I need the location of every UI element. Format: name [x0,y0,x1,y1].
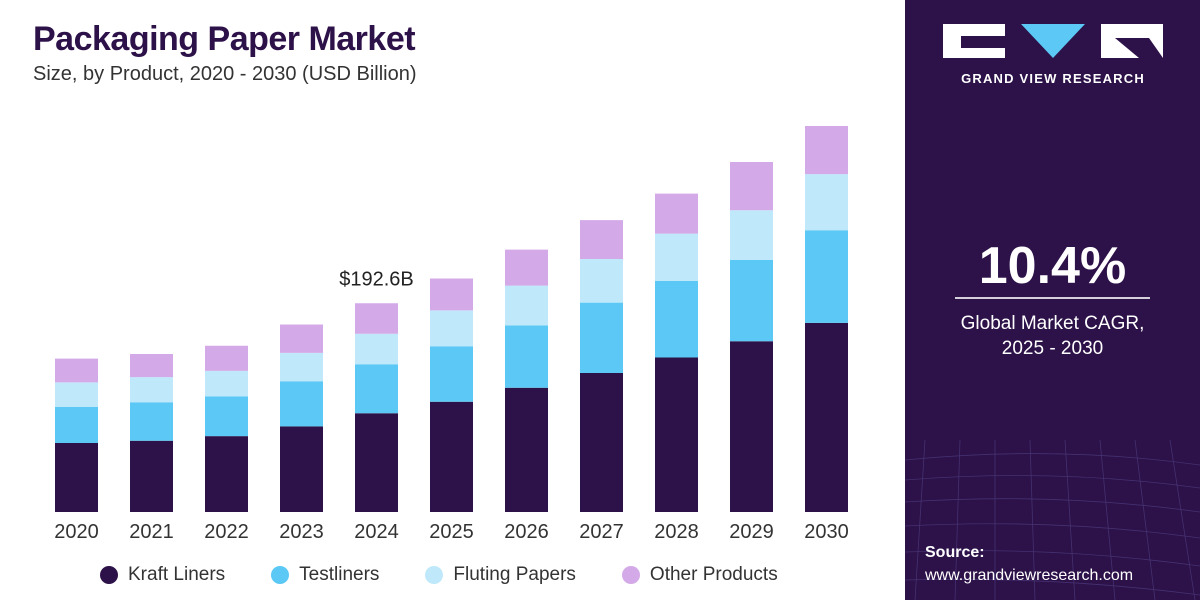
bar-2026-other-products [505,249,548,286]
chart-panel: Packaging Paper Market Size, by Product,… [33,20,849,588]
bar-2022-testliners [205,396,248,437]
brand-name: GRAND VIEW RESEARCH [961,71,1145,86]
bar-2020-testliners [55,407,98,443]
bar-2020-kraft-liners [55,443,98,512]
bar-2027-other-products [580,220,623,259]
bar-2030-kraft-liners [805,322,848,512]
bar-2030-other-products [805,126,848,175]
bar-2024-kraft-liners [355,413,398,512]
bar-2024-fluting-papers [355,333,398,365]
legend-label-testliners: Testliners [299,564,380,585]
bar-2023-testliners [280,381,323,427]
legend-swatch-fluting-papers [425,566,444,584]
x-tick-label-2022: 2022 [204,521,249,543]
source-label: Source: [925,544,985,561]
divider [955,297,1150,299]
bar-2026-testliners [505,325,548,388]
info-panel: GRAND VIEW RESEARCH 10.4% Global Market … [905,0,1200,600]
bar-2023-kraft-liners [280,426,323,512]
bar-2025-kraft-liners [430,401,473,512]
bar-2022-other-products [205,345,248,371]
bar-2029-testliners [730,260,773,342]
bar-2030-testliners [805,230,848,323]
legend-item-kraft-liners: Kraft Liners [100,564,225,586]
legend-swatch-kraft-liners [100,566,118,584]
bar-2024-testliners [355,364,398,414]
legend-item-other-products: Other Products [621,564,778,586]
bar-2029-other-products [730,162,773,211]
bar-2028-testliners [655,281,698,358]
cagr-value: 10.4% [978,237,1127,295]
bar-2028-other-products [655,193,698,234]
chart-title: Packaging Paper Market [33,20,416,58]
stacked-bar-chart: 2020 2021 2022 2023 2024 $192.6B 2025 2026 2027 2… [54,126,849,543]
bar-2025-other-products [430,278,473,311]
x-tick-label-2023: 2023 [279,521,324,543]
legend-swatch-testliners [271,566,290,584]
x-tick-label-2026: 2026 [504,521,549,543]
bar-2029-kraft-liners [730,341,773,512]
legend-label-fluting-papers: Fluting Papers [453,564,576,585]
legend-label-kraft-liners: Kraft Liners [128,564,226,585]
bar-2027-testliners [580,302,623,373]
bar-2025-testliners [430,346,473,402]
chart-subtitle: Size, by Product, 2020 - 2030 (USD Billi… [33,63,417,85]
bar-2026-kraft-liners [505,387,548,512]
bar-2021-testliners [130,402,173,441]
bar-2025-fluting-papers [430,310,473,347]
bar-2023-fluting-papers [280,352,323,382]
brand-logo [943,24,1163,58]
x-tick-label-2020: 2020 [54,521,99,543]
source-link[interactable]: www.grandviewresearch.com [925,567,1134,584]
chart-legend: Kraft Liners Testliners Fluting Papers O… [100,562,824,588]
data-label-2024: $192.6B [339,268,414,290]
x-tick-label-2021: 2021 [129,521,174,543]
legend-item-testliners: Testliners [271,564,379,586]
bar-2023-other-products [280,324,323,353]
bar-2021-other-products [130,354,173,378]
bar-2026-fluting-papers [505,285,548,326]
legend-item-fluting-papers: Fluting Papers [425,564,576,586]
bar-2020-other-products [55,358,98,383]
grid-decoration [905,440,1200,600]
bar-2030-fluting-papers [805,174,848,231]
bar-2020-fluting-papers [55,382,98,407]
bar-2028-kraft-liners [655,357,698,512]
bar-2028-fluting-papers [655,233,698,281]
legend-swatch-other-products [621,566,640,584]
x-tick-label-2024: 2024 [354,521,399,543]
x-tick-label-2025: 2025 [429,521,474,543]
cagr-label: Global Market CAGR, 2025 - 2030 [905,311,1200,361]
bar-2022-kraft-liners [205,436,248,512]
bar-2029-fluting-papers [730,210,773,260]
bar-2027-fluting-papers [580,259,623,303]
cagr-label-line2: 2025 - 2030 [1001,338,1104,359]
cagr-label-line1: Global Market CAGR, [960,313,1145,334]
bar-2021-fluting-papers [130,377,173,403]
bar-2027-kraft-liners [580,373,623,512]
x-tick-label-2030: 2030 [804,521,849,543]
x-tick-label-2028: 2028 [654,521,699,543]
bar-2022-fluting-papers [205,370,248,397]
bar-2024-other-products [355,303,398,334]
x-tick-label-2027: 2027 [579,521,624,543]
bar-2021-kraft-liners [130,440,173,512]
legend-label-other-products: Other Products [649,564,778,585]
x-tick-label-2029: 2029 [729,521,774,543]
